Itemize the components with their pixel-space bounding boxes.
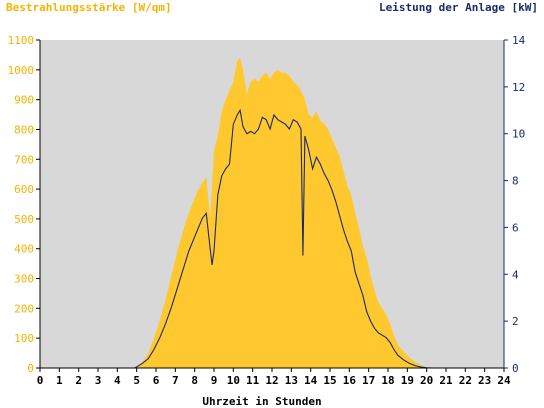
irradiance-area-series: [40, 57, 504, 368]
x-tick-label: 17: [362, 374, 375, 387]
left-y-tick-label: 700: [14, 153, 34, 166]
axes-layer: 0 1 2 3 4 5 6 7 8 9 10 11 12 13 14 15 16 17 18 19 20 21 22 23 24…: [8, 34, 526, 387]
x-tick-label: 19: [401, 374, 414, 387]
x-tick-label: 0: [37, 374, 44, 387]
x-tick-label: 10: [227, 374, 240, 387]
left-y-tick-label: 400: [14, 243, 34, 256]
x-tick-label: 11: [246, 374, 260, 387]
x-tick-label: 13: [285, 374, 298, 387]
left-y-tick-label: 1100: [8, 34, 35, 47]
x-tick-label: 3: [95, 374, 102, 387]
left-y-tick-label: 100: [14, 332, 34, 345]
x-tick-label: 5: [133, 374, 140, 387]
x-tick-label: 12: [265, 374, 278, 387]
right-y-tick-label: 10: [512, 128, 525, 141]
left-y-tick-label: 500: [14, 213, 34, 226]
left-y-tick-label: 900: [14, 94, 34, 107]
right-y-tick-label: 12: [512, 81, 525, 94]
x-axis-title: Uhrzeit in Stunden: [202, 395, 321, 408]
x-tick-label: 2: [75, 374, 82, 387]
x-tick-label: 6: [153, 374, 160, 387]
x-tick-label: 8: [191, 374, 198, 387]
right-y-tick-label: 6: [512, 221, 519, 234]
x-tick-label: 14: [304, 374, 318, 387]
right-axis-title: Leistung der Anlage [kW]: [379, 1, 538, 14]
left-y-tick-label: 200: [14, 302, 34, 315]
x-tick-label: 20: [420, 374, 433, 387]
left-y-tick-label: 800: [14, 123, 34, 136]
x-tick-label: 24: [497, 374, 511, 387]
left-y-tick-label: 0: [27, 362, 34, 375]
x-tick-label: 23: [478, 374, 491, 387]
x-tick-label: 18: [381, 374, 394, 387]
left-axis-title: Bestrahlungsstärke [W/qm]: [6, 1, 172, 14]
right-y-tick-label: 14: [512, 34, 526, 47]
x-tick-label: 9: [211, 374, 218, 387]
power-line-series: [40, 108, 504, 369]
right-y-tick-label: 4: [512, 268, 519, 281]
x-tick-label: 22: [459, 374, 472, 387]
x-tick-label: 21: [439, 374, 453, 387]
left-y-tick-label: 300: [14, 273, 34, 286]
x-tick-label: 1: [56, 374, 63, 387]
x-tick-label: 15: [323, 374, 336, 387]
x-tick-label: 4: [114, 374, 121, 387]
left-y-tick-label: 1000: [8, 64, 35, 77]
right-y-tick-label: 2: [512, 315, 519, 328]
x-tick-label: 16: [343, 374, 357, 387]
right-y-tick-label: 8: [512, 175, 519, 188]
series-layer: [40, 57, 504, 369]
left-y-tick-label: 600: [14, 183, 34, 196]
right-y-tick-label: 0: [512, 362, 519, 375]
x-tick-label: 7: [172, 374, 179, 387]
